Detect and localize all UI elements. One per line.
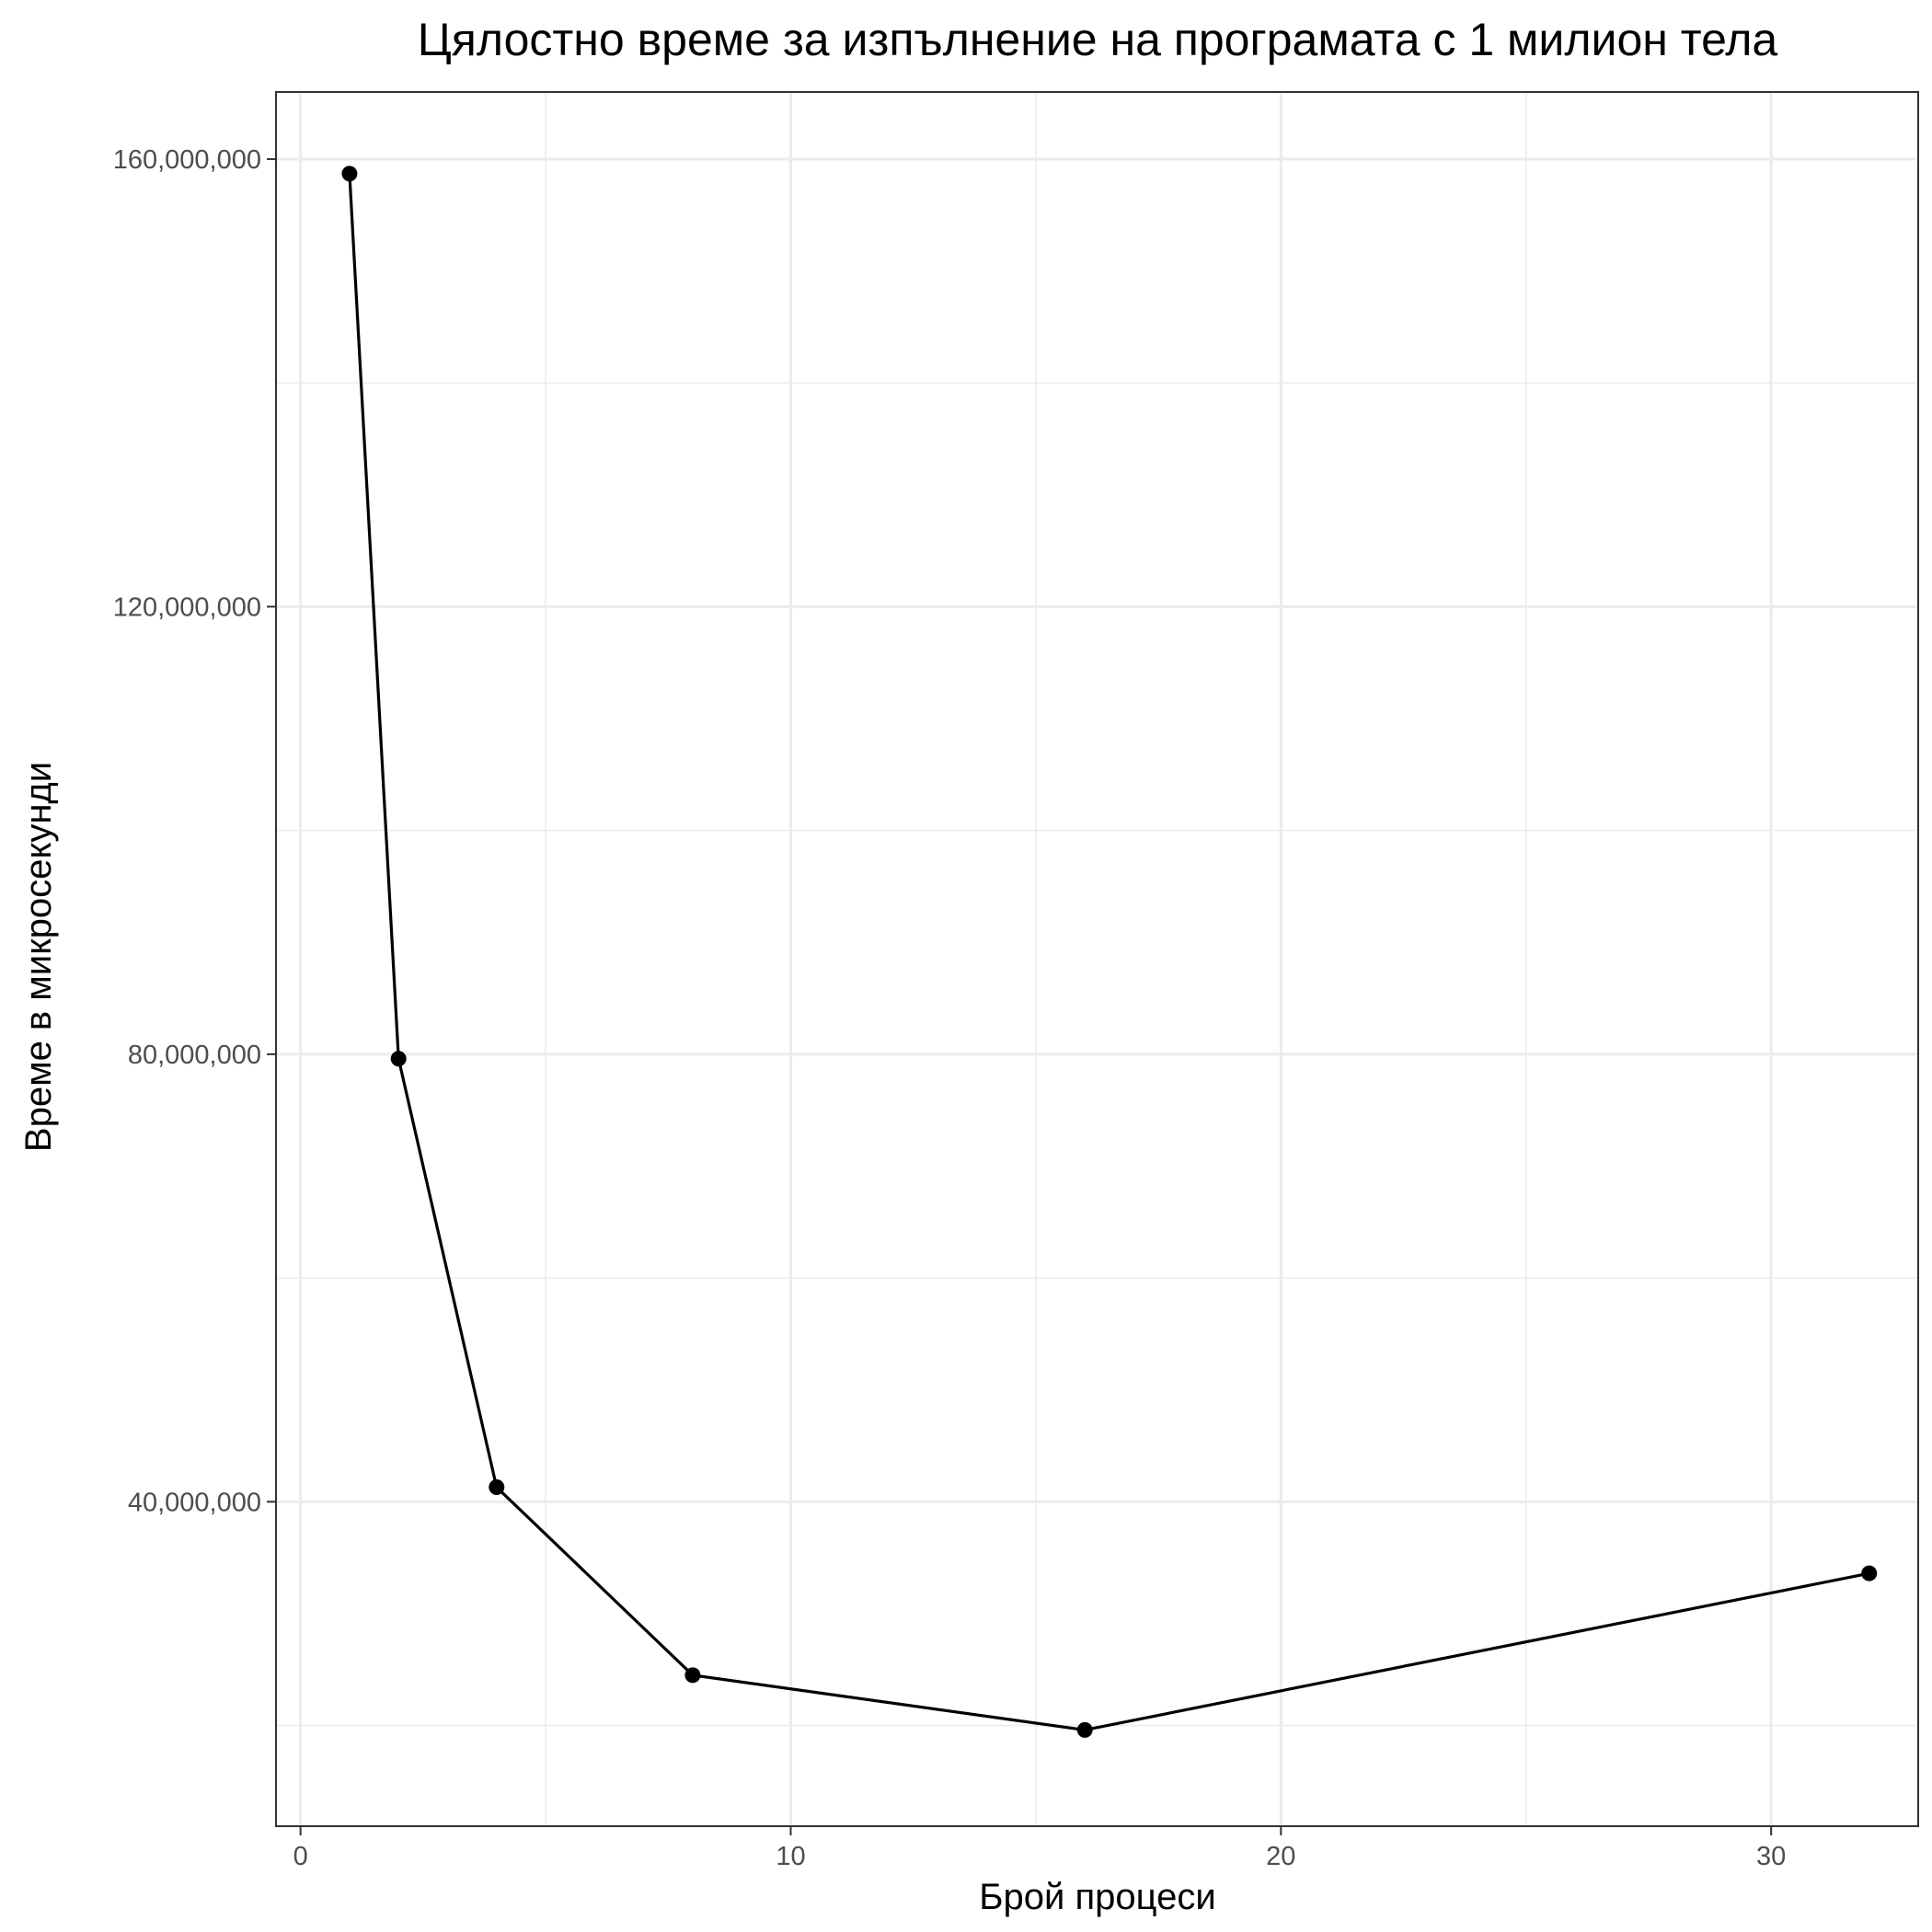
data-point — [489, 1479, 505, 1496]
y-tick-label: 160,000,000 — [113, 145, 261, 175]
x-tick-label: 20 — [1266, 1842, 1295, 1871]
data-point — [341, 166, 358, 182]
x-tick-label: 0 — [293, 1842, 308, 1871]
y-axis-title: Време в микросекунди — [18, 762, 59, 1152]
x-axis-title: Брой процеси — [979, 1877, 1215, 1917]
y-tick-label: 40,000,000 — [128, 1488, 261, 1517]
chart-title: Цялостно време за изпълнение на програма… — [418, 14, 1778, 65]
series-line — [348, 173, 1870, 1732]
x-tick-label: 30 — [1756, 1842, 1786, 1871]
panel-border — [275, 91, 1919, 1827]
data-point — [390, 1051, 407, 1067]
axes: 0 10 20 30 40,000,000 80,000,000 120,000,000 16… — [113, 145, 1787, 1871]
grid — [276, 92, 1918, 1826]
data-point — [684, 1667, 701, 1684]
y-tick-label: 120,000,000 — [113, 592, 261, 622]
series-layer — [341, 166, 1878, 1738]
data-point — [1861, 1565, 1878, 1581]
x-tick-label: 10 — [776, 1842, 805, 1871]
y-tick-label: 80,000,000 — [128, 1041, 261, 1070]
data-point — [1076, 1721, 1093, 1738]
